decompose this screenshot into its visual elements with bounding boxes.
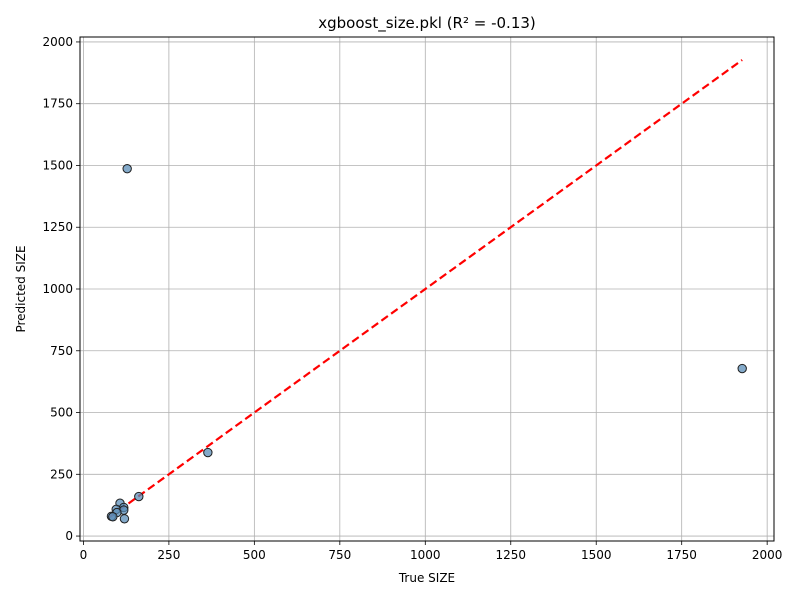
reference-line — [108, 59, 743, 519]
x-ticks: 0 250 500 750 1000 1250 1500 1750 2000 — [80, 541, 783, 562]
y-tick-label: 1250 — [42, 220, 73, 234]
y-tick-label: 250 — [50, 467, 73, 481]
y-tick-label: 0 — [65, 529, 73, 543]
x-tick-label: 2000 — [752, 548, 783, 562]
points-group — [106, 163, 747, 524]
x-tick-label: 0 — [80, 548, 88, 562]
y-tick-label: 750 — [50, 344, 73, 358]
reference-line-group — [108, 59, 743, 519]
y-ticks: 0 250 500 750 1000 1250 1500 1750 2000 — [42, 35, 80, 543]
x-tick-label: 500 — [243, 548, 266, 562]
y-tick-label: 1750 — [42, 97, 73, 111]
x-tick-label: 750 — [328, 548, 351, 562]
scatter-point — [134, 491, 144, 502]
y-tick-label: 1000 — [42, 282, 73, 296]
scatter-point — [119, 514, 130, 524]
x-tick-label: 1000 — [410, 548, 441, 562]
scatter-point — [108, 512, 118, 522]
scatter-point — [203, 447, 213, 458]
x-tick-label: 1500 — [581, 548, 612, 562]
scatter-point — [737, 363, 747, 374]
x-tick-label: 1250 — [495, 548, 526, 562]
chart-title: xgboost_size.pkl (R² = -0.13) — [318, 14, 536, 33]
y-tick-label: 2000 — [42, 35, 73, 49]
y-tick-label: 1500 — [42, 158, 73, 172]
y-tick-label: 500 — [50, 406, 73, 420]
y-axis-label: Predicted SIZE — [14, 245, 28, 332]
x-tick-label: 1750 — [666, 548, 697, 562]
x-axis-label: True SIZE — [398, 571, 455, 585]
scatter-point — [122, 163, 132, 174]
x-tick-label: 250 — [157, 548, 180, 562]
